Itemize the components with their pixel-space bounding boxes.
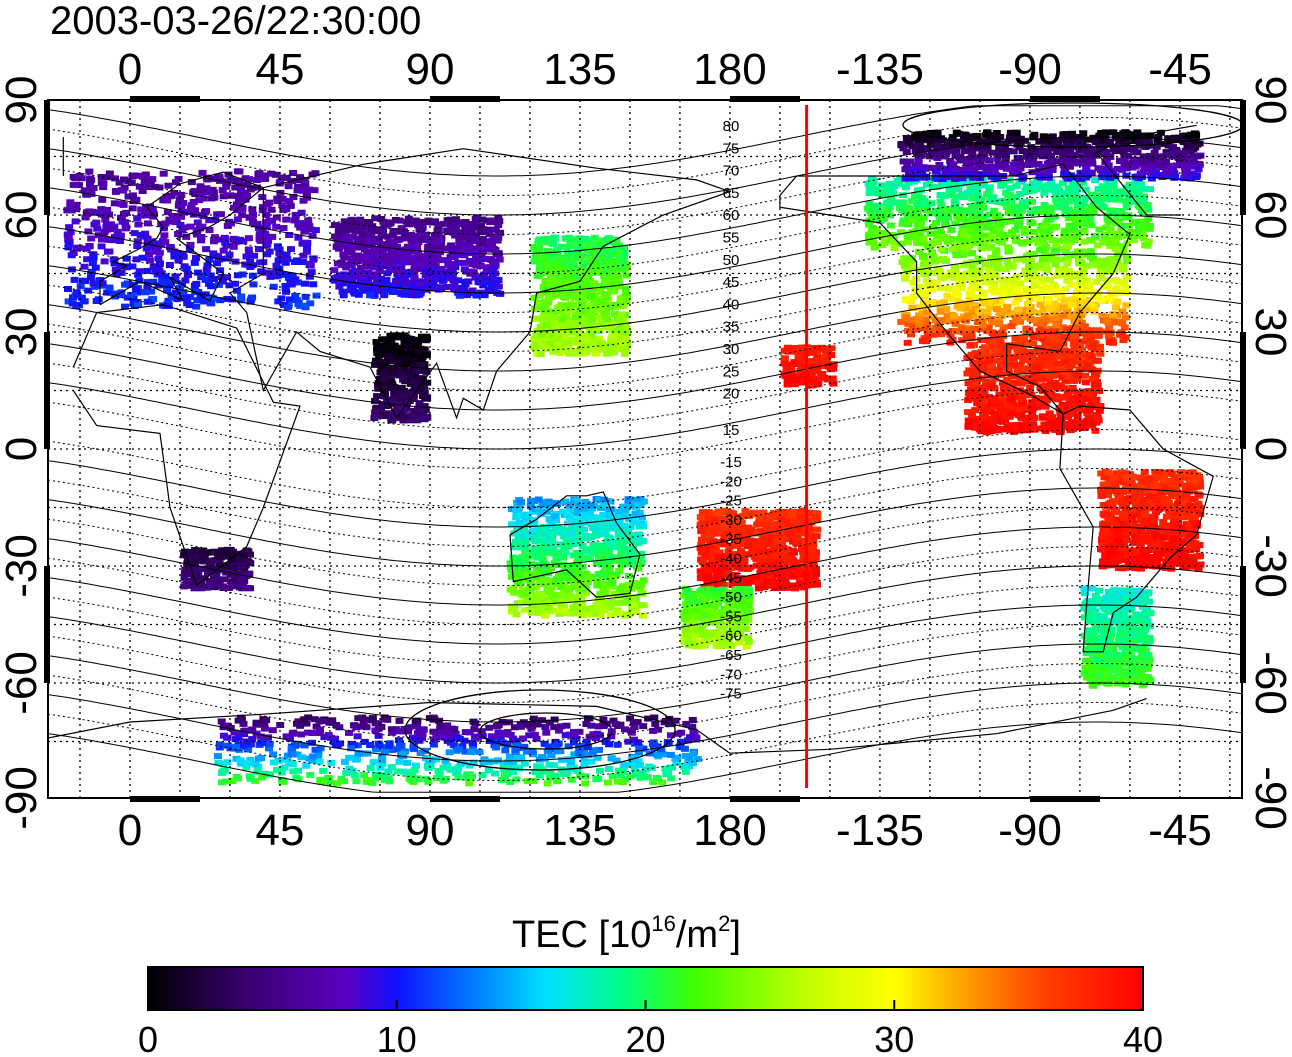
maglat-label-north: 15 [723, 422, 740, 439]
timestamp-title: 2003-03-26/22:30:00 [50, 0, 421, 43]
top-lon-label: 135 [543, 45, 616, 94]
left-lat-label: 30 [0, 308, 46, 357]
right-latitude-labels: 90 60 30 0 -30 -60 -90 [1246, 76, 1292, 830]
coastline-7 [48, 698, 1147, 754]
top-lon-label: 0 [118, 45, 142, 94]
bottom-lon-label: 135 [543, 806, 616, 855]
coastline-4 [779, 163, 1131, 415]
tec-region-arctic-canada [897, 129, 1205, 182]
left-lat-label: -90 [0, 766, 46, 830]
maglat-label-south: -40 [720, 551, 742, 568]
maglat-label-north: 50 [723, 252, 740, 269]
left-latitude-labels: 90 60 30 0 -30 -60 -90 [0, 76, 46, 830]
maglat-label-south: -70 [720, 666, 742, 683]
tec-region-central-asia [330, 215, 505, 299]
maglat-label-north: 25 [723, 363, 740, 380]
maglat-label-south: -60 [720, 628, 742, 645]
bottom-lon-label: 0 [118, 806, 142, 855]
left-lat-label: 60 [0, 191, 46, 240]
maglat-label-north: 45 [723, 274, 740, 291]
coastline-2 [229, 148, 732, 420]
bottom-longitude-labels: 0 45 90 135 180 -135 -90 -45 [118, 806, 1212, 855]
top-lon-label: -135 [836, 45, 924, 94]
left-lat-label: -30 [0, 534, 46, 598]
colorbar-tick-label: 0 [138, 1019, 158, 1057]
colorbar-tick-label: 40 [1123, 1019, 1163, 1057]
coastline-5 [1059, 405, 1214, 653]
colorbar: TEC [1016/m2] 0 10 20 30 40 [138, 911, 1163, 1057]
maglat-label-south: -30 [720, 512, 742, 529]
magnetic-latitude-contours [48, 102, 1242, 793]
maglat-label-north: 75 [723, 140, 740, 157]
top-longitude-labels: 0 45 90 135 180 -135 -90 -45 [118, 45, 1212, 94]
maglat-label-south: -75 [720, 686, 742, 703]
maglat-label-south: -55 [720, 608, 742, 625]
coastline-1 [99, 171, 265, 306]
colorbar-ticks: 0 10 20 30 40 [138, 1000, 1163, 1057]
bottom-lon-label: -90 [998, 806, 1062, 855]
maglat-label-north: 55 [723, 230, 740, 247]
colorbar-title: TEC [1016/m2] [512, 911, 741, 956]
lat-lon-grid [48, 100, 1242, 798]
map-panel [44, 96, 1246, 802]
left-lat-label: -60 [0, 651, 46, 715]
maglat-label-north: 30 [723, 341, 740, 358]
right-lat-label: 60 [1246, 191, 1292, 240]
maglat-label-north: 20 [723, 386, 740, 403]
right-lat-label: 90 [1246, 76, 1292, 125]
bottom-lon-label: 90 [406, 806, 455, 855]
bottom-lon-label: -45 [1148, 806, 1212, 855]
maglat-label-north: 35 [723, 319, 740, 336]
maglat-label-south: -45 [720, 570, 742, 587]
maglat-label-north: 70 [723, 163, 740, 180]
maglat-label-south: -15 [720, 454, 742, 471]
left-lat-label: 0 [0, 437, 46, 461]
colorbar-tick-label: 10 [377, 1019, 417, 1057]
tec-region-antarctica [214, 714, 702, 787]
frame-ticks [44, 96, 1246, 802]
bottom-lon-label: 45 [256, 806, 305, 855]
maglat-label-north: 65 [723, 185, 740, 202]
maglat-label-south: -25 [720, 493, 742, 510]
coastline-0 [72, 304, 301, 587]
right-lat-label: -60 [1246, 651, 1292, 715]
colorbar-tick-label: 30 [874, 1019, 914, 1057]
coastline-3 [509, 491, 641, 598]
tec-region-new-zealand [680, 585, 754, 650]
maglat-label-south: -65 [720, 647, 742, 664]
top-lon-label: -90 [998, 45, 1062, 94]
bottom-lon-label: 180 [693, 806, 766, 855]
right-lat-label: -90 [1246, 766, 1292, 830]
tec-region-south-america [1097, 468, 1205, 572]
top-lon-label: -45 [1148, 45, 1212, 94]
right-lat-label: 0 [1246, 437, 1292, 461]
maglat-label-north: 80 [723, 118, 740, 135]
magnetic-latitude-labels: 80 75 70 65 60 55 50 45 40 35 30 25 20 15 -15 -20 -25 -30… [720, 118, 742, 703]
bottom-lon-label: -135 [836, 806, 924, 855]
maglat-label-south: -35 [720, 531, 742, 548]
top-lon-label: 180 [693, 45, 766, 94]
maglat-label-south: -50 [720, 589, 742, 606]
top-lon-label: 90 [406, 45, 455, 94]
maglat-label-north: 40 [723, 296, 740, 313]
tec-region-south-america-south [1080, 585, 1155, 689]
left-lat-label: 90 [0, 76, 46, 125]
maglat-label-south: -20 [720, 473, 742, 490]
top-lon-label: 45 [256, 45, 305, 94]
maglat-label-north: 60 [723, 207, 740, 224]
tec-region-pacific-south [696, 507, 822, 592]
right-lat-label: -30 [1246, 534, 1292, 598]
colorbar-tick-label: 20 [625, 1019, 665, 1057]
right-lat-label: 30 [1246, 308, 1292, 357]
tec-region-hawaii [780, 344, 838, 389]
